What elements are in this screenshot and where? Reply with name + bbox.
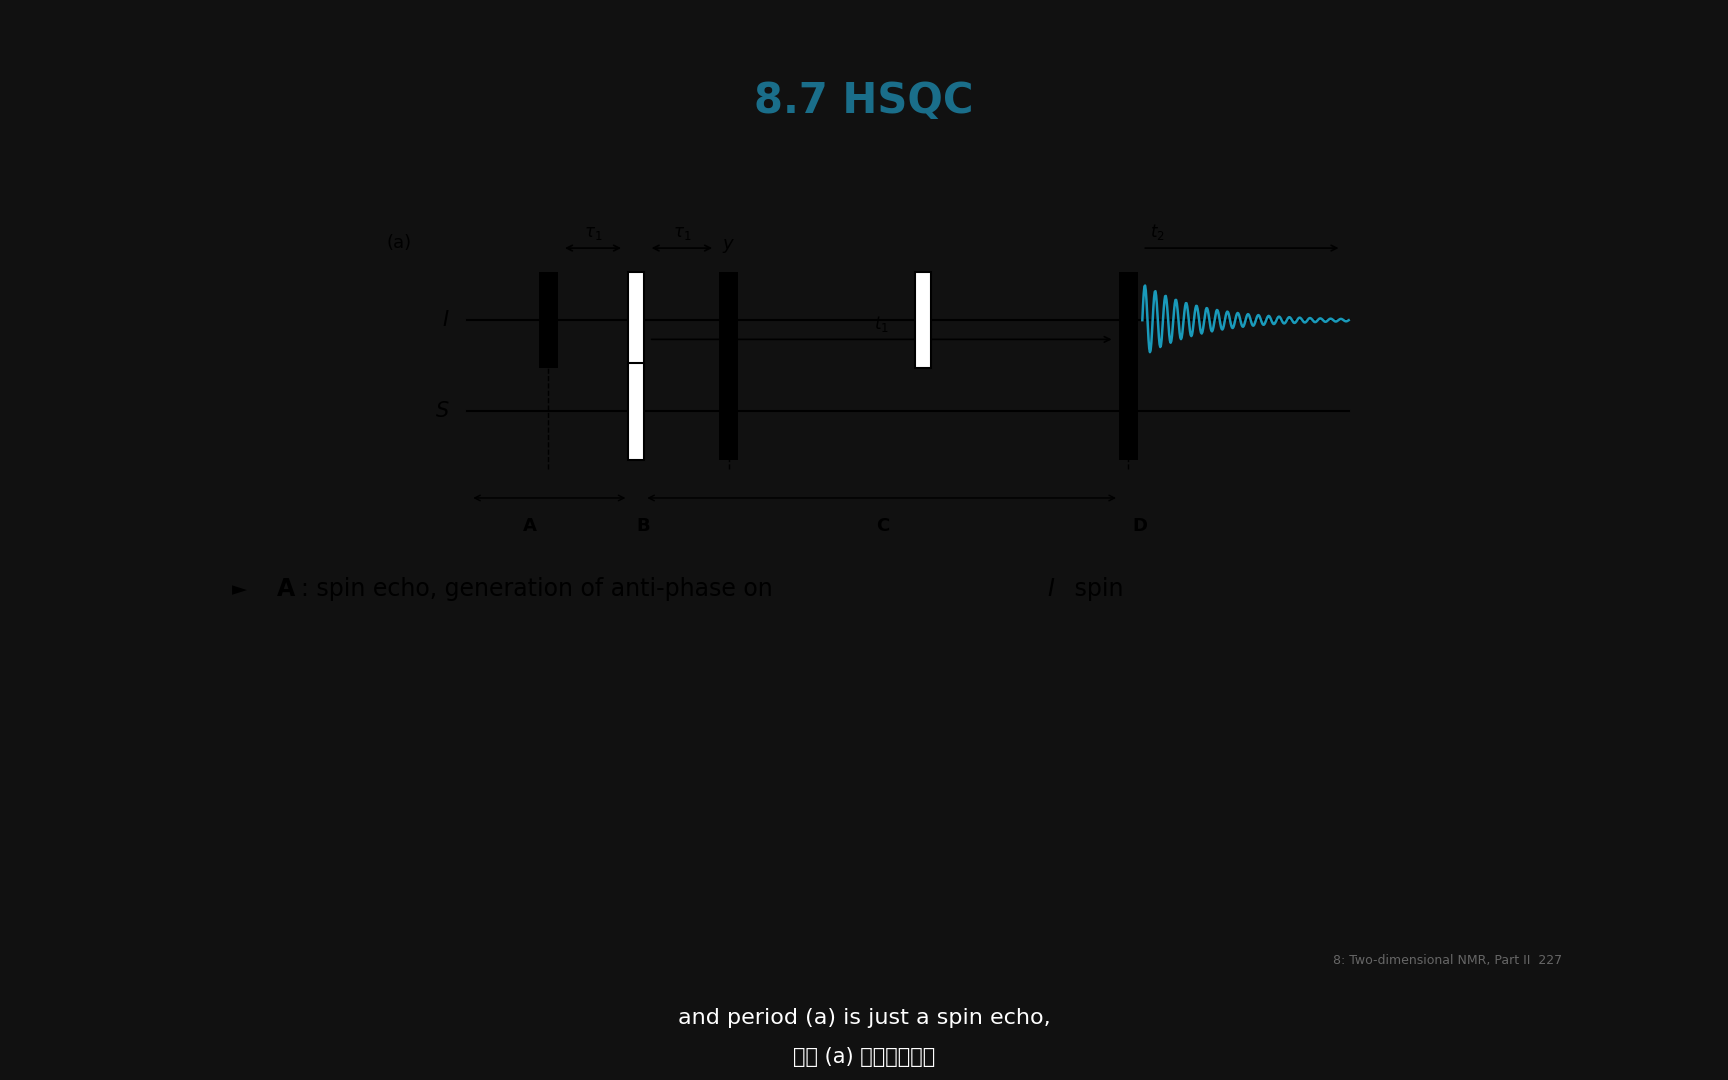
Text: $I$: $I$ <box>442 310 449 330</box>
Text: B: B <box>638 517 650 536</box>
Bar <box>1118 363 1139 460</box>
Text: A: A <box>524 517 537 536</box>
Text: $\tau_1$: $\tau_1$ <box>672 225 691 242</box>
Text: spin: spin <box>1066 578 1123 602</box>
Text: A: A <box>276 578 295 602</box>
Text: ►: ► <box>232 580 247 598</box>
Bar <box>1118 272 1139 368</box>
Text: : spin echo, generation of anti-phase on: : spin echo, generation of anti-phase on <box>301 578 781 602</box>
Text: $y$: $y$ <box>722 237 736 255</box>
Text: D: D <box>1132 517 1147 536</box>
Bar <box>629 363 645 460</box>
Bar <box>629 272 645 368</box>
Text: $t_2$: $t_2$ <box>1149 222 1165 242</box>
Text: C: C <box>876 517 888 536</box>
Bar <box>914 272 931 368</box>
Text: (a): (a) <box>387 233 411 252</box>
Text: $t_1$: $t_1$ <box>874 313 890 334</box>
Text: 阶段 (a) 只是自旋回波: 阶段 (a) 只是自旋回波 <box>793 1047 935 1067</box>
Text: and period (a) is just a spin echo,: and period (a) is just a spin echo, <box>677 1008 1051 1027</box>
Text: 8: Two-dimensional NMR, Part II  227: 8: Two-dimensional NMR, Part II 227 <box>1332 954 1562 967</box>
Text: 8.7 HSQC: 8.7 HSQC <box>753 80 975 122</box>
Bar <box>719 363 738 460</box>
Text: $\tau_1$: $\tau_1$ <box>584 225 601 242</box>
Bar <box>719 272 738 368</box>
Text: $S$: $S$ <box>435 402 449 421</box>
Bar <box>539 272 558 368</box>
Text: I: I <box>1047 578 1054 602</box>
